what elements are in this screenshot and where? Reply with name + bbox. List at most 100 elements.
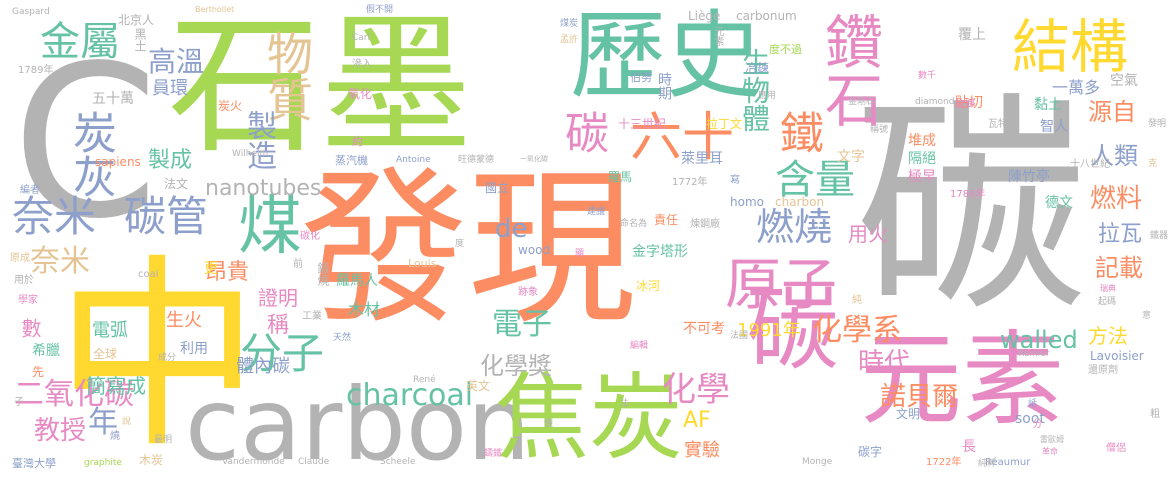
word: 不可考 [683, 321, 725, 337]
word: 說 [122, 417, 132, 427]
word: 僧侶 [1106, 443, 1126, 454]
word: nanotubes [205, 176, 322, 201]
word: 羅馬 [608, 170, 633, 184]
word: 鍛燒 [316, 262, 330, 286]
word: 懂 [544, 419, 554, 429]
word: 發明 [1148, 119, 1167, 129]
word: 覆上 [958, 27, 986, 43]
word: 證明 [258, 286, 298, 310]
word: 1772年 [672, 177, 708, 188]
word: walled [1000, 326, 1078, 354]
word: 1789年 [18, 65, 54, 76]
word: 責任 [654, 213, 679, 227]
word: Scheele [380, 457, 416, 467]
word: 法文 [164, 177, 189, 191]
word: 編輯 [630, 341, 649, 351]
word: charcoal [346, 378, 474, 413]
word: Louis [408, 257, 437, 270]
word: Vandermonde [222, 457, 285, 467]
word: 碳管 [124, 192, 209, 241]
word: 文明 [896, 407, 921, 421]
word: de [495, 214, 528, 244]
word: 極早 [908, 169, 936, 185]
word: 全球 [93, 347, 118, 361]
word: charbon [775, 195, 825, 209]
word: 克 [1148, 159, 1158, 169]
word: 金字塔形 [632, 244, 688, 260]
word: 中 [55, 238, 260, 476]
word: 利用 [180, 341, 208, 357]
word: 用火 [848, 222, 888, 246]
word: 智人 [1040, 119, 1068, 135]
word: 法國 [730, 331, 749, 341]
word: 簡寫成 [86, 374, 146, 398]
word: 黏土 [1034, 97, 1062, 113]
word: 1991年 [737, 320, 801, 341]
word: carbon [185, 366, 531, 482]
word: Antoine [396, 155, 431, 165]
word: 方法 [1088, 324, 1128, 348]
word: 歷史 [570, 0, 762, 112]
word: 分子 [240, 329, 325, 378]
word: 十八世紀 [1070, 159, 1110, 170]
word: Monge [802, 457, 833, 467]
word: 假不開 [366, 5, 394, 15]
word: Claude [298, 457, 330, 467]
word: 革命 [1042, 447, 1058, 456]
word: 瓦特 [988, 119, 1008, 130]
word: 法 [620, 399, 630, 409]
word: 碳字 [858, 445, 883, 459]
word: 生物體 [738, 48, 771, 132]
word: 製造 [241, 110, 276, 170]
word: 年 [88, 405, 118, 440]
word: 文字 [837, 149, 865, 165]
word: diamond [915, 97, 955, 107]
word: Gaspard [12, 7, 50, 17]
word: 數千 [918, 71, 937, 81]
word: Wilhelm [232, 149, 269, 159]
word: 燃料 [1090, 184, 1143, 214]
word: Berthollet [195, 5, 235, 14]
word: 電弧 [92, 320, 128, 341]
word: 建議 [587, 207, 606, 217]
word: 英文 [466, 379, 491, 393]
word: 鑽石 [815, 12, 883, 128]
word: 一萬多 [1052, 78, 1101, 97]
word: 鑄鐵 [484, 449, 503, 459]
word: 1786年 [950, 189, 986, 200]
word: 黑土 [133, 28, 147, 52]
word: Reinier [1018, 349, 1050, 359]
word: 伯努 [630, 71, 652, 84]
word: 發現 [300, 151, 636, 347]
word: 氧化 [348, 87, 373, 101]
word: 燒 [110, 431, 120, 442]
word: 體內碳 [236, 356, 290, 377]
word: 德文 [1045, 195, 1073, 211]
word: 純粹 [978, 459, 997, 469]
word: 最明 [154, 435, 173, 445]
word: carbonum [736, 9, 797, 23]
word: 數 [18, 318, 42, 338]
word: 碳 [855, 73, 1088, 343]
word: 生火 [166, 310, 202, 331]
word: 隔絕 [908, 151, 936, 167]
word: 度 [455, 239, 465, 249]
word: graphite [84, 458, 122, 468]
word: 元素 [860, 321, 1064, 440]
word: 時代 [858, 348, 911, 378]
word: 金剛石 [848, 97, 876, 107]
word: 五十萬 [92, 91, 134, 107]
word: homo [730, 195, 764, 209]
word: 1722年 [926, 457, 962, 468]
word: 成分 [158, 353, 177, 363]
word: 奈米 [12, 192, 97, 241]
word: 滲入 [352, 59, 372, 70]
word: 話 [1028, 399, 1038, 409]
word: 冶鍊 [745, 61, 770, 75]
word: 雷歐姆 [1040, 435, 1064, 444]
word: René [413, 375, 436, 385]
word: 昂貴 [205, 260, 250, 285]
word: 化學 [662, 370, 730, 410]
word: 粗 [1150, 409, 1160, 420]
word: 北京人 [118, 13, 155, 27]
